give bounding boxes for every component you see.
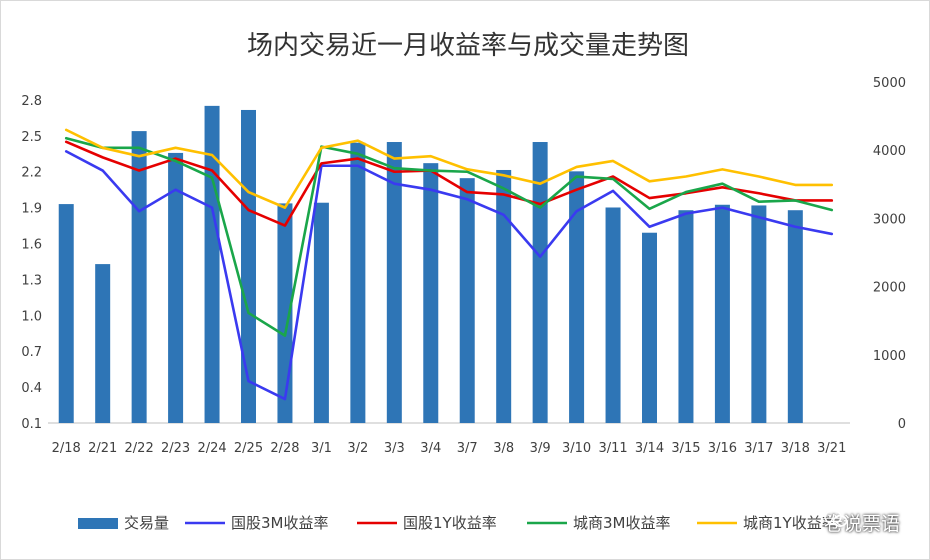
x-tick-label: 3/18 xyxy=(781,441,810,456)
volume-bar xyxy=(642,232,657,423)
x-tick-label: 3/1 xyxy=(311,441,332,456)
left-tick-label: 1.9 xyxy=(21,202,42,217)
chart-title: 场内交易近一月收益率与成交量走势图 xyxy=(247,31,689,61)
x-tick-label: 3/2 xyxy=(347,441,368,456)
series-line-1 xyxy=(64,150,834,401)
left-tick-label: 0.1 xyxy=(21,417,42,432)
legend-swatch xyxy=(78,518,118,529)
x-tick-label: 2/21 xyxy=(88,441,117,456)
x-tick-label: 3/3 xyxy=(384,441,405,456)
volume-bar xyxy=(751,205,767,423)
right-tick-label: 0 xyxy=(898,417,906,432)
left-tick-label: 1.6 xyxy=(21,238,42,253)
volume-bar xyxy=(313,202,329,423)
x-tick-label: 3/17 xyxy=(744,441,773,456)
volume-bar xyxy=(386,142,402,424)
x-tick-label: 2/25 xyxy=(234,441,263,456)
series-line-4 xyxy=(64,128,834,209)
x-tick-label: 3/7 xyxy=(457,441,478,456)
x-tick-label: 2/23 xyxy=(161,441,190,456)
volume-bar xyxy=(423,163,439,423)
volume-bar xyxy=(714,204,730,423)
left-tick-label: 0.4 xyxy=(21,381,42,396)
volume-bar xyxy=(569,171,585,423)
x-tick-label: 3/8 xyxy=(493,441,514,456)
volume-bar xyxy=(459,178,475,423)
right-tick-label: 1000 xyxy=(873,349,906,364)
right-tick-label: 3000 xyxy=(873,212,906,227)
legend-label: 城商3M收益率 xyxy=(573,514,671,532)
x-tick-label: 3/11 xyxy=(598,441,627,456)
x-tick-label: 2/24 xyxy=(197,441,226,456)
left-tick-label: 2.2 xyxy=(21,166,42,181)
wechat-icon xyxy=(824,509,848,527)
volume-bar xyxy=(168,152,184,424)
x-tick-label: 3/16 xyxy=(708,441,737,456)
right-tick-label: 4000 xyxy=(873,144,906,159)
volume-bar xyxy=(678,210,694,423)
right-tick-label: 5000 xyxy=(873,76,906,91)
x-tick-label: 2/18 xyxy=(52,441,81,456)
legend-label: 国股3M收益率 xyxy=(231,514,329,532)
x-tick-label: 3/10 xyxy=(562,441,591,456)
volume-bar xyxy=(605,207,621,423)
left-tick-label: 1.3 xyxy=(21,273,42,288)
x-tick-label: 3/21 xyxy=(817,441,846,456)
legend-label: 城商1Y收益率 xyxy=(743,514,837,532)
x-tick-label: 3/15 xyxy=(671,441,700,456)
left-tick-label: 2.5 xyxy=(21,130,42,145)
x-tick-label: 3/14 xyxy=(635,441,664,456)
volume-bar xyxy=(532,142,548,424)
volume-bar xyxy=(350,142,366,423)
volume-bar xyxy=(204,105,220,424)
watermark-text: 卷说票语 xyxy=(823,513,900,535)
volume-bar xyxy=(131,131,147,423)
left-tick-label: 0.7 xyxy=(21,345,42,360)
x-tick-label: 3/9 xyxy=(530,441,551,456)
series-line-2 xyxy=(64,140,834,227)
left-tick-label: 2.8 xyxy=(21,94,42,109)
x-tick-label: 3/4 xyxy=(420,441,441,456)
legend-label: 交易量 xyxy=(124,514,169,532)
volume-bar xyxy=(95,264,111,423)
volume-bar xyxy=(58,204,74,423)
legend-label: 国股1Y收益率 xyxy=(403,514,497,532)
series-line-3 xyxy=(64,136,834,337)
x-tick-label: 2/22 xyxy=(125,441,154,456)
x-tick-label: 2/28 xyxy=(270,441,299,456)
volume-bar xyxy=(496,169,512,423)
left-tick-label: 1.0 xyxy=(21,309,42,324)
right-tick-label: 2000 xyxy=(873,281,906,296)
volume-bar xyxy=(787,210,803,423)
watermark: 卷说票语 xyxy=(824,509,900,536)
